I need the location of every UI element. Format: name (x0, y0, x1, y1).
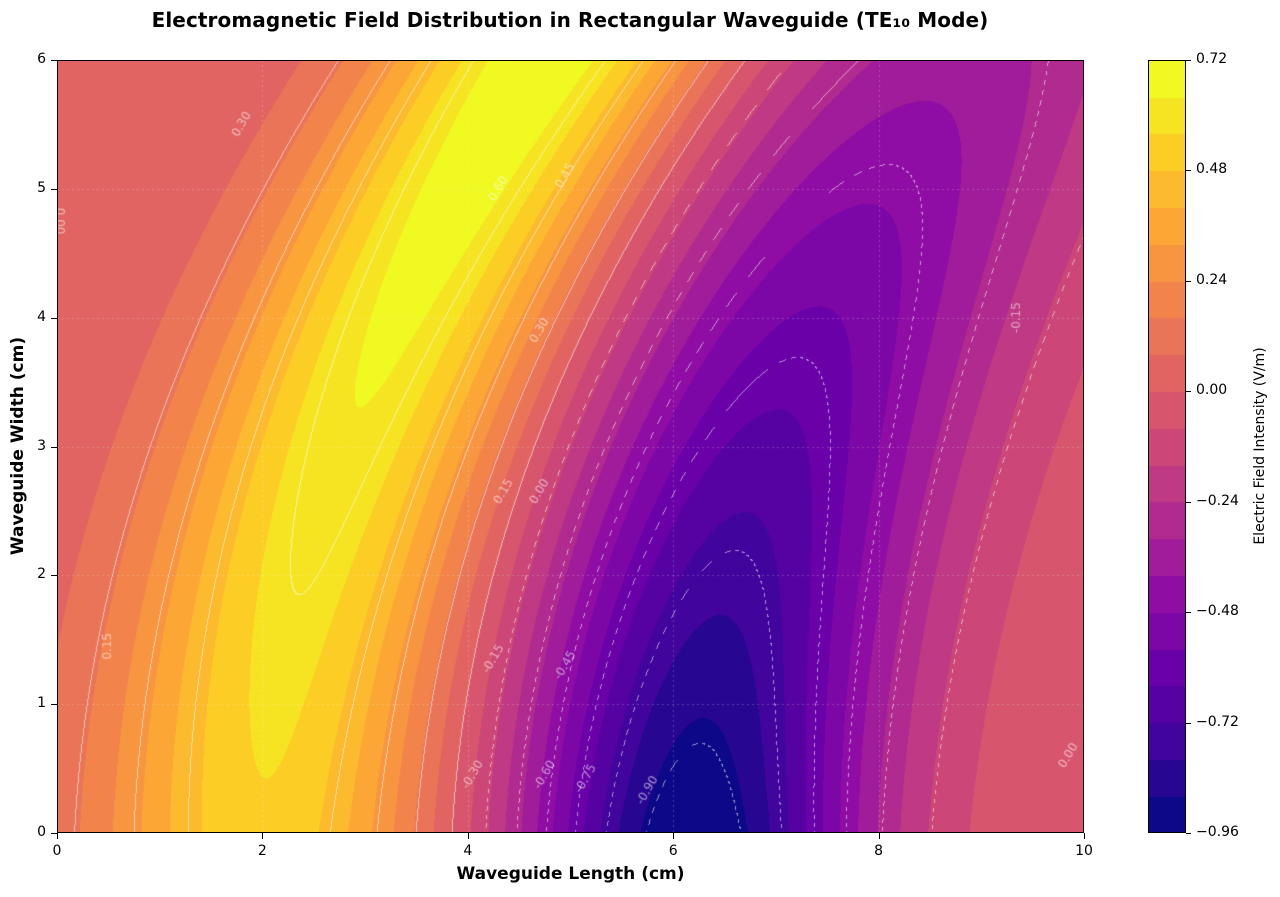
colorbar-tick (1186, 280, 1191, 282)
colorbar-tick-label: 0.00 (1196, 382, 1228, 399)
x-tick-label: 0 (52, 843, 62, 859)
y-tick-label: 6 (37, 51, 46, 67)
x-tick (467, 833, 469, 839)
colorbar-tick-label: −0.48 (1196, 603, 1239, 620)
y-tick (51, 317, 57, 319)
colorbar-tick (1186, 612, 1191, 614)
x-tick-label: 4 (463, 843, 473, 859)
y-tick-label: 4 (37, 308, 46, 325)
x-tick-label: 6 (668, 843, 678, 859)
y-tick (51, 188, 57, 190)
x-tick (57, 833, 58, 839)
colorbar-tick-label: 0.72 (1196, 51, 1228, 67)
x-axis-label: Waveguide Length (cm) (456, 864, 685, 884)
x-tick-label: 2 (257, 843, 267, 859)
y-axis-label: Waveguide Width (cm) (8, 336, 28, 556)
colorbar-tick (1186, 170, 1191, 172)
x-tick (262, 833, 264, 839)
colorbar (1148, 60, 1186, 833)
colorbar-tick (1186, 501, 1191, 503)
x-tick (878, 833, 880, 839)
colorbar-tick (1186, 391, 1191, 393)
y-tick-label: 1 (37, 695, 46, 712)
y-tick (51, 704, 57, 706)
y-tick-label: 0 (37, 824, 46, 840)
y-tick (51, 60, 57, 61)
colorbar-tick-label: 0.24 (1196, 271, 1228, 288)
x-tick (673, 833, 675, 839)
colorbar-label: Electric Field Intensity (V/m) (1252, 347, 1268, 545)
chart-title: Electromagnetic Field Distribution in Re… (151, 8, 989, 32)
y-tick-label: 3 (37, 437, 46, 454)
colorbar-tick (1186, 833, 1191, 834)
y-tick (51, 446, 57, 448)
y-tick-label: 5 (37, 179, 46, 196)
colorbar-tick-label: −0.72 (1196, 713, 1239, 730)
y-tick-label: 2 (37, 566, 46, 583)
colorbar-tick-label: −0.96 (1196, 824, 1239, 840)
plot-frame (57, 60, 1084, 833)
colorbar-tick (1186, 722, 1191, 724)
y-tick (51, 833, 57, 834)
x-tick (1084, 833, 1085, 839)
colorbar-tick (1186, 60, 1191, 61)
colorbar-frame (1148, 60, 1186, 833)
y-tick (51, 575, 57, 577)
contour-plot-area (57, 60, 1084, 833)
colorbar-tick-label: 0.48 (1196, 161, 1228, 178)
x-tick-label: 8 (874, 843, 884, 859)
colorbar-tick-label: −0.24 (1196, 492, 1239, 509)
x-tick-label: 10 (1075, 843, 1093, 859)
